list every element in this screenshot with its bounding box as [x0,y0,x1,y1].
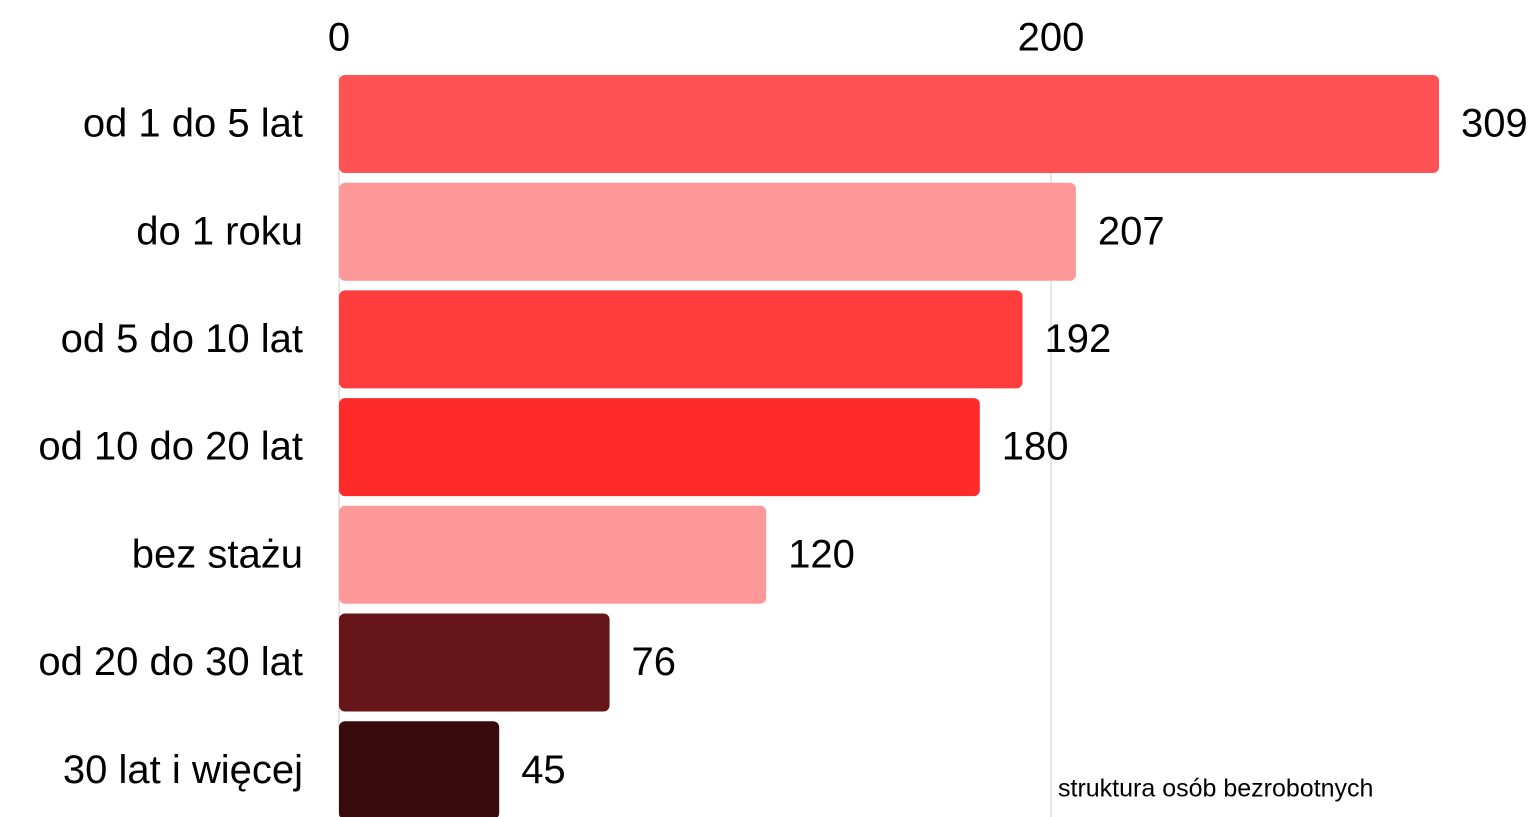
value-label: 192 [1045,317,1112,361]
y-tick-label: od 5 do 10 lat [61,317,303,361]
x-tick-label: 0 [328,16,350,60]
annotation: struktura osób bezrobotnych [1058,775,1373,803]
y-tick-label: bez stażu [132,532,303,576]
bar [339,398,980,497]
bar [339,721,500,817]
y-tick-label: od 1 do 5 lat [83,102,303,146]
y-tick-label: od 20 do 30 lat [38,640,303,684]
value-label: 45 [521,748,566,792]
y-tick-label: od 10 do 20 lat [38,425,303,469]
bar [339,613,610,712]
value-label: 76 [632,640,677,684]
value-label: 120 [788,532,855,576]
y-tick-label: 30 lat i więcej [63,748,303,792]
value-label: 309 [1461,102,1528,146]
value-label: 180 [1002,425,1069,469]
bar [339,75,1440,173]
x-tick-label: 200 [1018,16,1085,60]
bar [339,182,1076,281]
y-tick-label: do 1 roku [136,209,303,253]
value-label: 207 [1098,209,1165,253]
bar [339,505,767,604]
bar [339,290,1023,389]
